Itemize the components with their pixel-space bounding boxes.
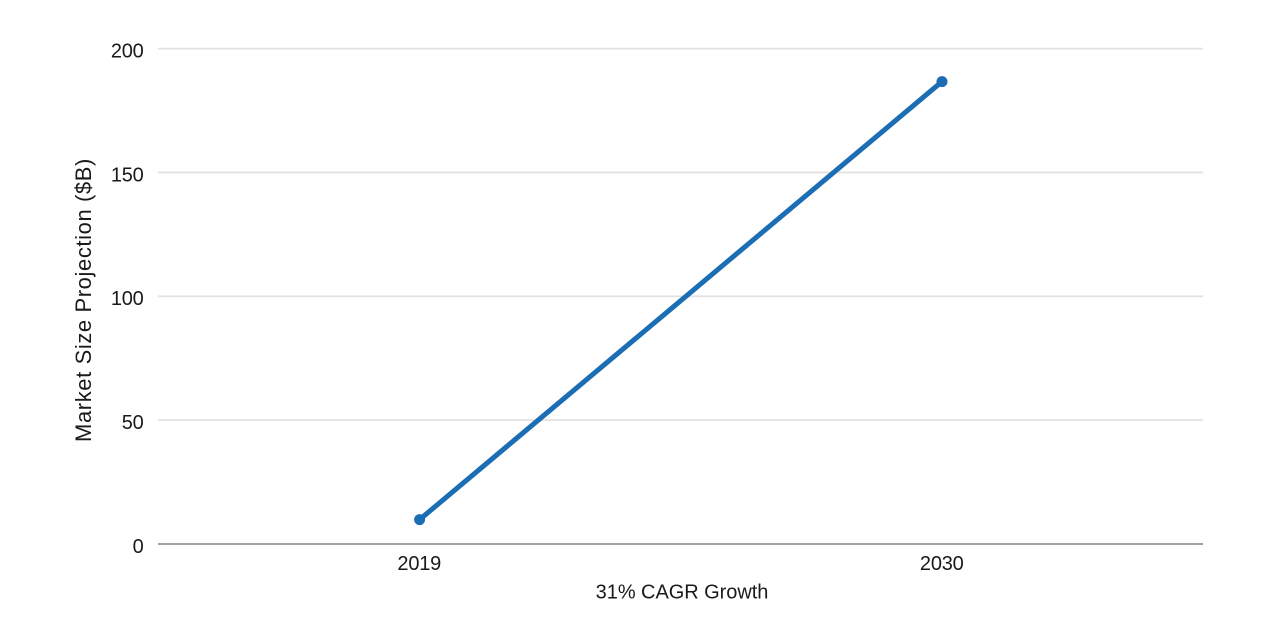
- svg-text:200: 200: [111, 40, 144, 62]
- svg-text:50: 50: [122, 412, 144, 434]
- svg-text:31% CAGR Growth: 31% CAGR Growth: [596, 582, 769, 604]
- svg-text:2030: 2030: [920, 553, 964, 575]
- svg-text:Market Size Projection ($B): Market Size Projection ($B): [71, 158, 96, 442]
- svg-text:0: 0: [133, 536, 144, 558]
- svg-text:150: 150: [111, 164, 144, 186]
- svg-text:100: 100: [111, 288, 144, 310]
- svg-text:2019: 2019: [397, 553, 441, 575]
